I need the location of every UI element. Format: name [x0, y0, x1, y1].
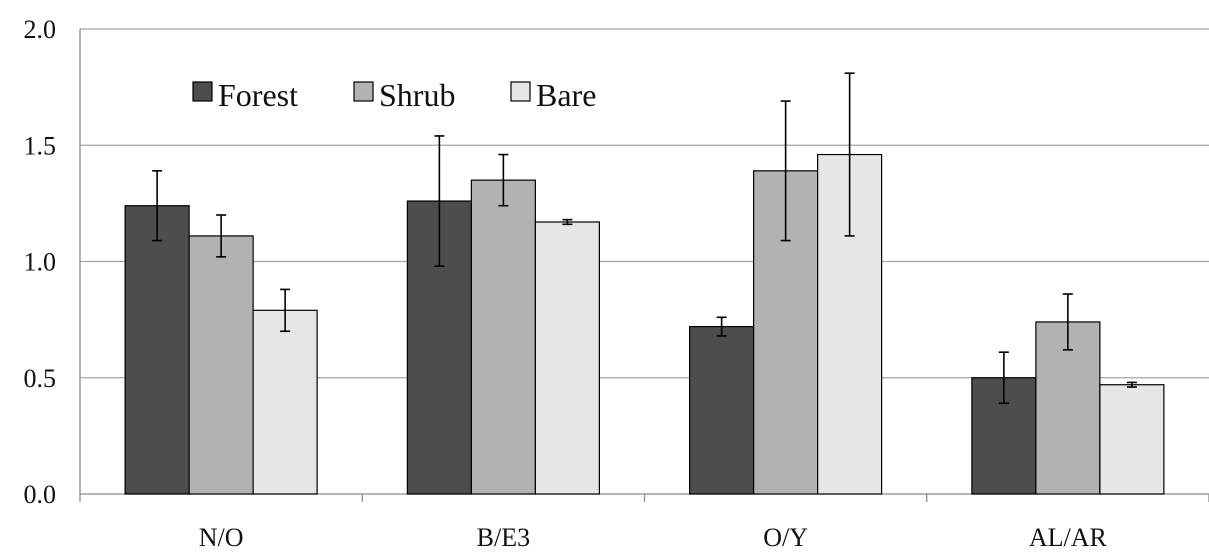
bar-shrub-b-e3	[470, 179, 536, 495]
x-tick-label: AL/AR	[1029, 523, 1108, 552]
x-tick-label: N/O	[199, 523, 244, 552]
bar-bare-b-e3	[534, 221, 600, 495]
legend-label-shrub: Shrub	[379, 77, 455, 113]
bar-shrub-n-o	[188, 235, 254, 495]
x-tick-label: B/E3	[477, 523, 530, 552]
bar-bare-n-o	[252, 309, 318, 495]
legend-label-forest: Forest	[218, 77, 298, 113]
bar-forest-n-o	[124, 205, 190, 495]
y-tick-label: 1.0	[24, 248, 57, 277]
y-tick-label: 1.5	[24, 131, 57, 160]
legend-swatch-shrub	[353, 81, 374, 102]
legend-swatch-bare	[510, 81, 531, 102]
y-tick-label: 0.5	[24, 364, 57, 393]
y-tick-label: 0.0	[24, 480, 57, 509]
legend-swatch-forest	[192, 81, 213, 102]
y-tick-label: 2.0	[24, 15, 57, 44]
x-tick-label: O/Y	[763, 523, 808, 552]
bar-bare-al-ar	[1099, 384, 1165, 495]
legend-label-bare: Bare	[536, 77, 596, 113]
bar-forest-o-y	[689, 326, 755, 495]
